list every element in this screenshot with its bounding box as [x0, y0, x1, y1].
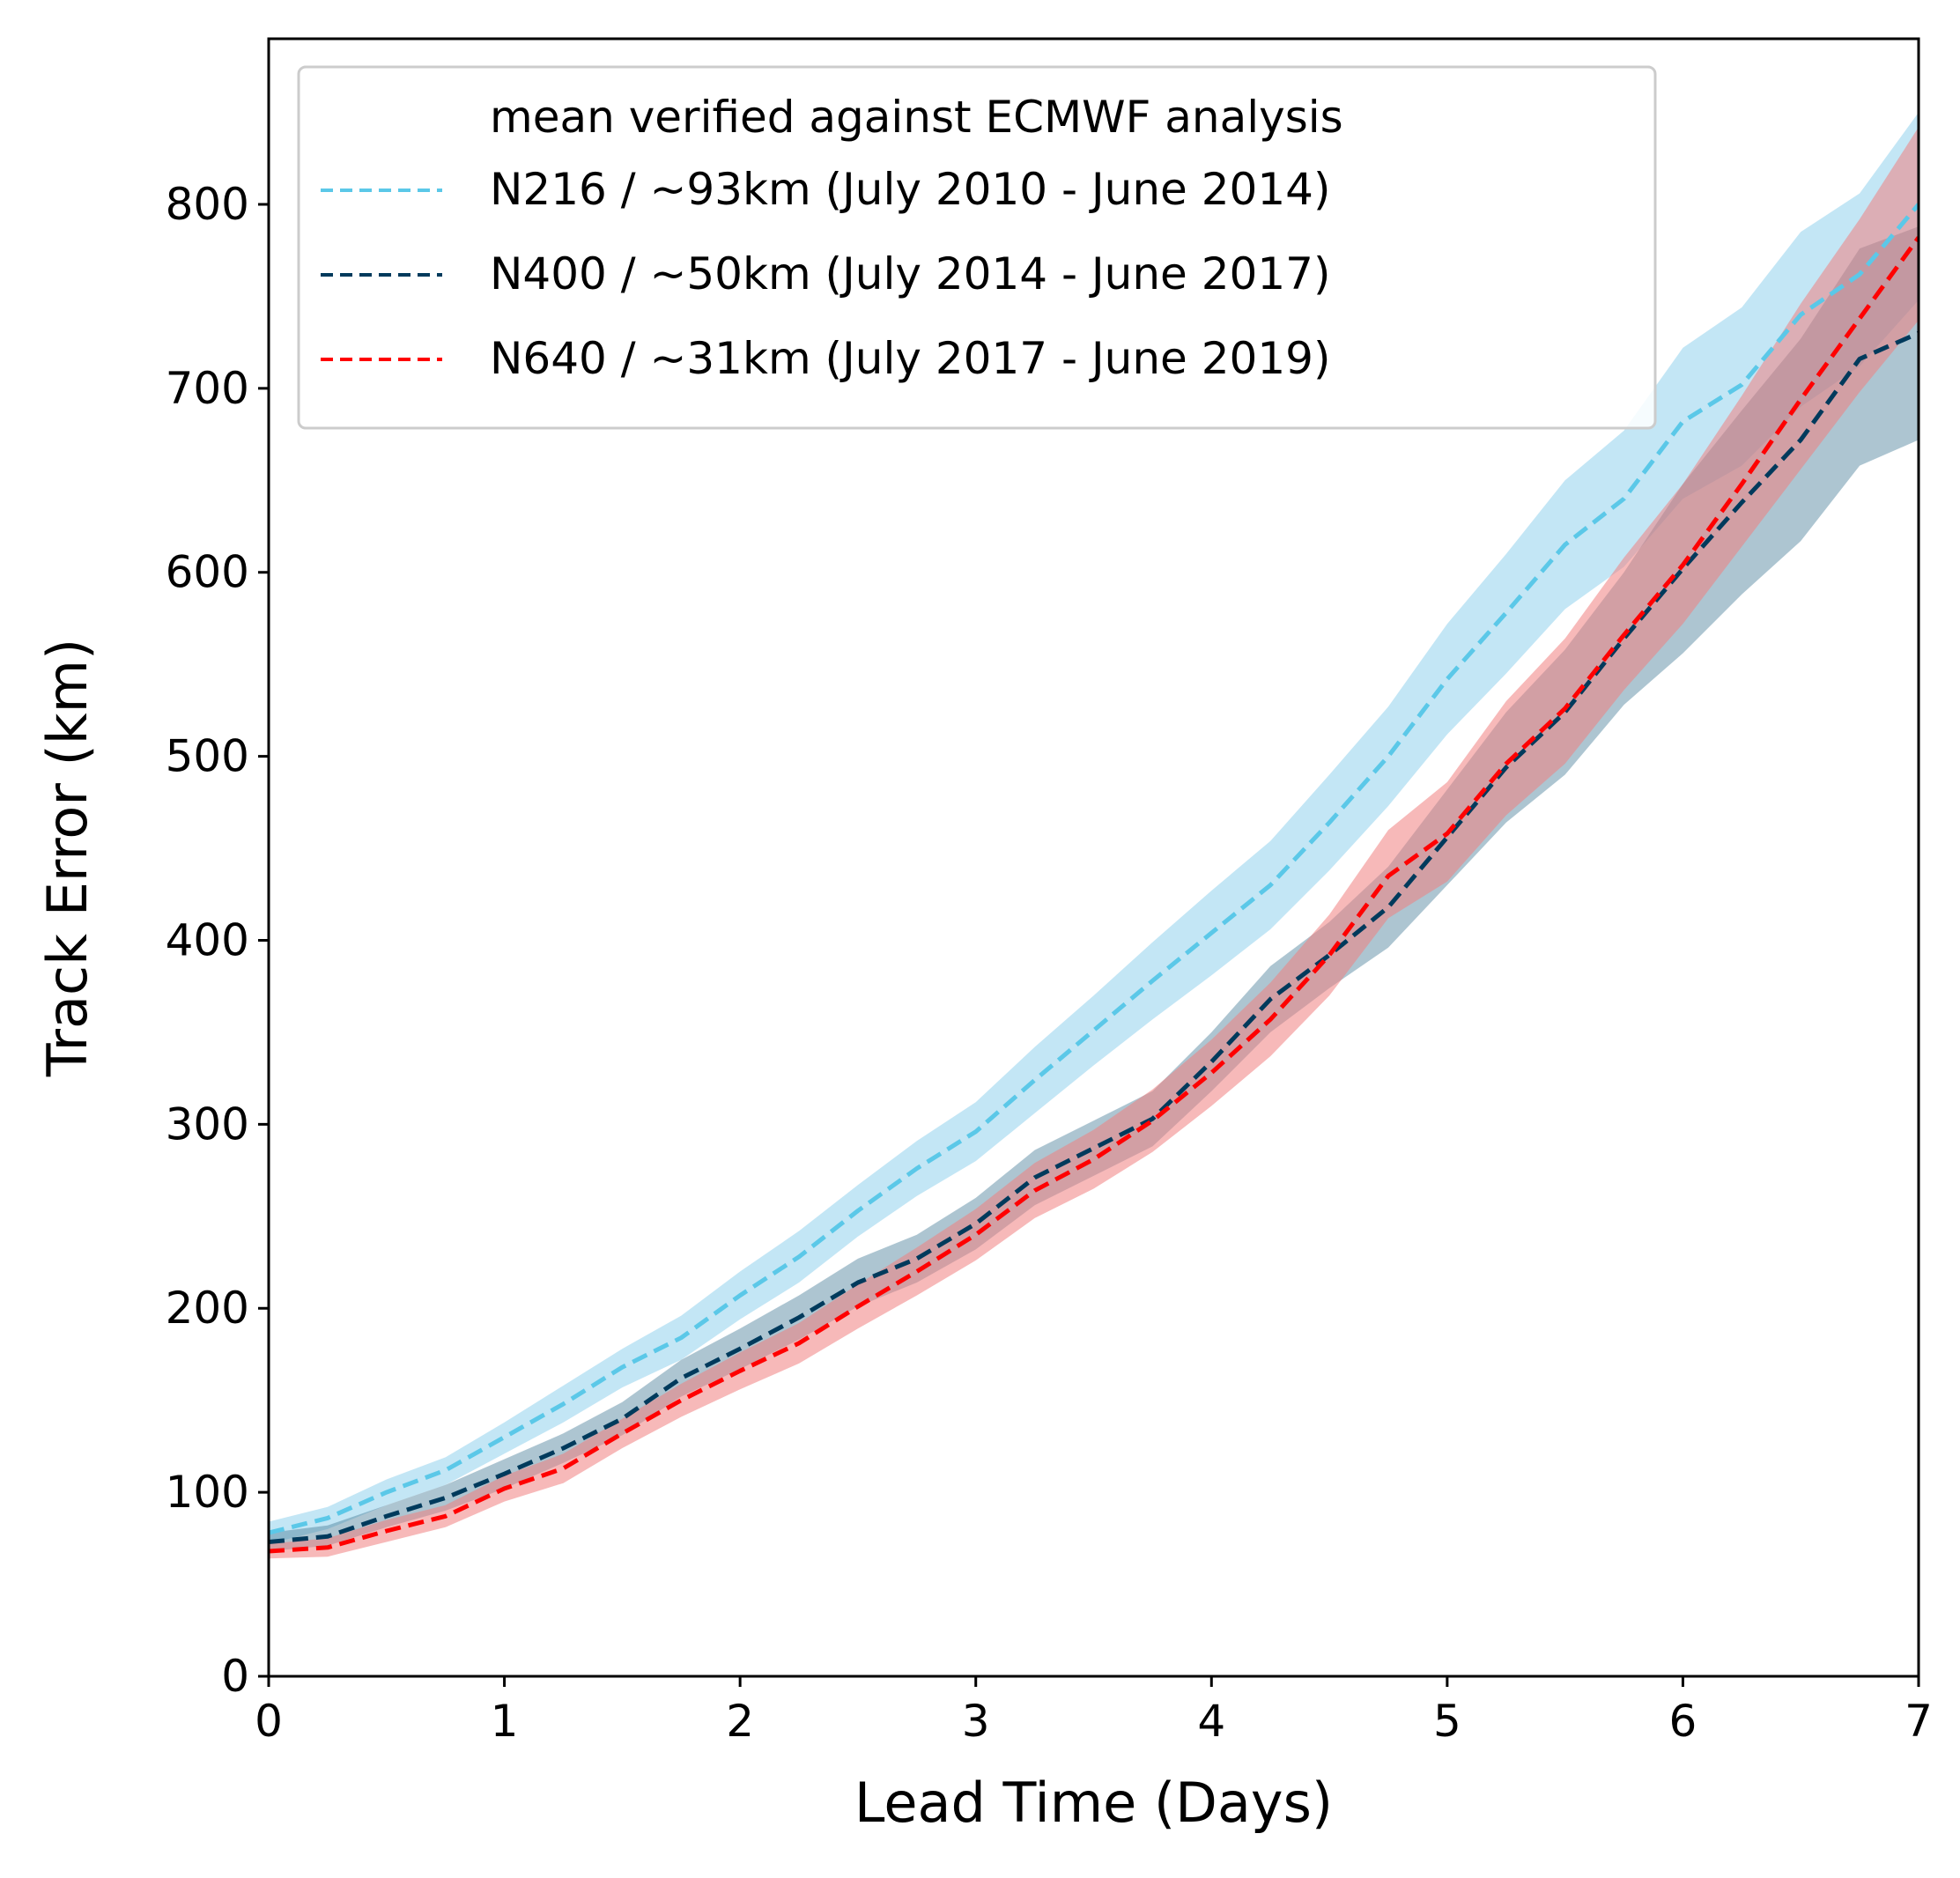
plot-frame: [267, 37, 1920, 1678]
x-tick-label: 0: [255, 1696, 283, 1747]
y-tick-label: 800: [166, 179, 249, 230]
x-tick-label: 4: [1197, 1696, 1225, 1747]
series-lines: [269, 203, 1919, 1554]
x-axis-label: Lead Time (Days): [854, 1771, 1333, 1835]
y-tick-label: 500: [166, 731, 249, 782]
y-tick-label: 100: [166, 1467, 249, 1518]
x-tick-label: 7: [1905, 1696, 1933, 1747]
y-tick-label: 200: [166, 1283, 249, 1334]
y-tick-label: 300: [166, 1098, 249, 1150]
y-tick-label: 700: [166, 363, 249, 414]
x-axis: 0 1 2 3 4 5 6 7: [255, 1676, 1933, 1747]
line-series-1: [269, 203, 1919, 1535]
legend-box: [297, 65, 1657, 430]
legend-label-3: N640 / ~31km (July 2017 - June 2019): [490, 333, 1330, 384]
x-tick-label: 1: [491, 1696, 519, 1747]
line-series-2: [269, 330, 1919, 1544]
legend-label-2: N400 / ~50km (July 2014 - June 2017): [490, 248, 1330, 299]
x-tick-label: 2: [726, 1696, 754, 1747]
y-axis-label: Track Error (km): [35, 639, 100, 1077]
x-tick-label: 5: [1433, 1696, 1461, 1747]
y-tick-label: 600: [166, 547, 249, 598]
y-tick-label: 400: [166, 914, 249, 965]
legend-title: mean verified against ECMWF analysis: [490, 92, 1343, 143]
legend-label-1: N216 / ~93km (July 2010 - June 2014): [490, 164, 1330, 215]
line-series-3: [269, 236, 1919, 1554]
legend: mean verified against ECMWF analysis N21…: [297, 65, 1657, 430]
x-tick-label: 3: [962, 1696, 990, 1747]
x-tick-label: 6: [1669, 1696, 1697, 1747]
y-tick-label: 0: [221, 1651, 249, 1702]
y-axis: 0 100 200 300 400 500 600 700 800: [166, 179, 269, 1702]
legend-entries: N216 / ~93km (July 2010 - June 2014) N400…: [321, 164, 1330, 384]
